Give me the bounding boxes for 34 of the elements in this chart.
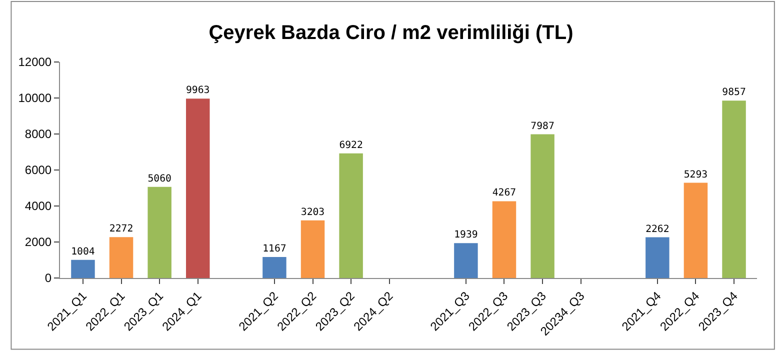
y-tick-label: 12000	[18, 55, 52, 70]
y-tick-label: 6000	[24, 163, 52, 178]
bar	[71, 260, 95, 278]
bar	[339, 153, 363, 278]
bar	[684, 182, 708, 278]
data-label: 4267	[492, 188, 516, 199]
chart-title: Çeyrek Bazda Ciro / m2 verimliliği (TL)	[208, 22, 574, 44]
data-label: 2272	[109, 224, 134, 235]
bar	[262, 256, 286, 278]
data-label: 2262	[646, 224, 670, 235]
bar	[148, 186, 172, 278]
data-label: 9963	[186, 85, 210, 96]
data-label: 6922	[339, 140, 363, 151]
y-tick-label: 4000	[24, 199, 52, 214]
bar	[109, 237, 134, 278]
data-label: 5060	[148, 173, 172, 184]
bar	[492, 201, 516, 278]
data-label: 5293	[684, 169, 708, 180]
bar	[646, 237, 670, 278]
bar	[454, 243, 478, 278]
data-label: 3203	[300, 206, 325, 218]
data-label: 1167	[262, 244, 286, 255]
bar	[530, 134, 554, 278]
data-label: 1939	[454, 230, 478, 241]
y-tick-label: 0	[44, 271, 52, 286]
data-label: 7987	[530, 120, 554, 132]
data-label: 9857	[722, 87, 746, 98]
bar	[722, 100, 746, 278]
y-tick-label: 8000	[24, 127, 52, 142]
y-tick-label: 10000	[18, 91, 52, 106]
bar	[186, 98, 210, 278]
y-tick-label: 2000	[24, 235, 52, 250]
bar	[300, 220, 325, 278]
data-label: 1004	[71, 246, 95, 258]
